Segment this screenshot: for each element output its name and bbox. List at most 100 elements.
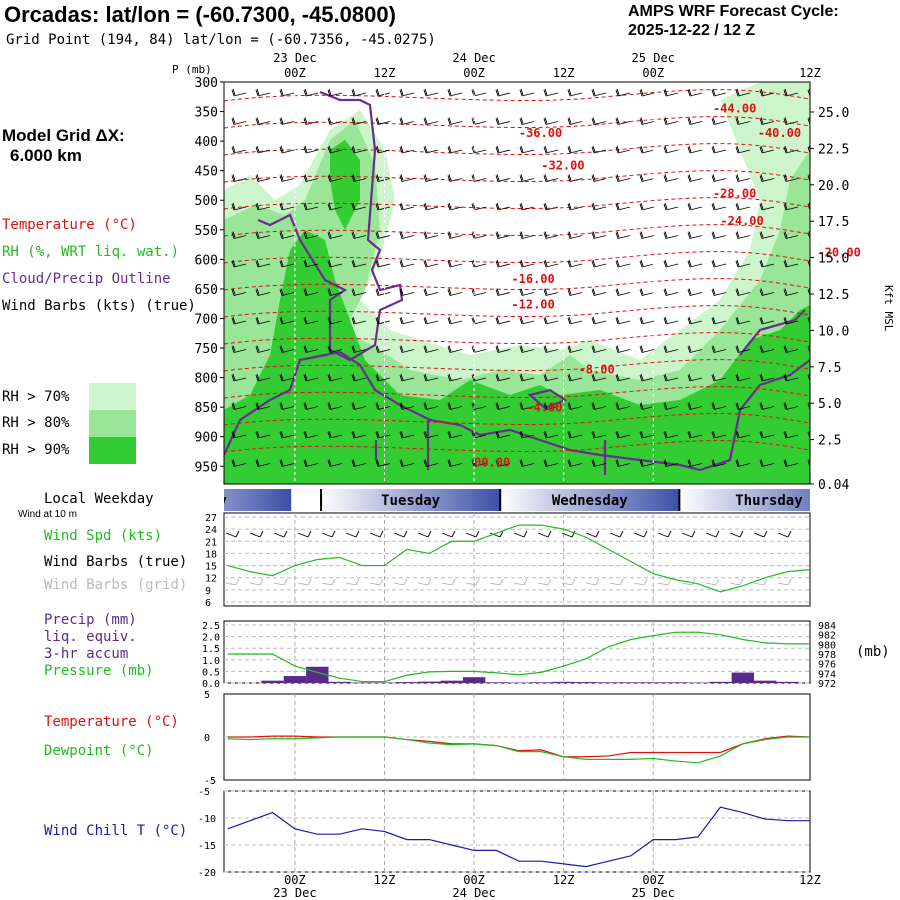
- wind-barb-true: [609, 530, 624, 538]
- wind-barb: [711, 345, 727, 353]
- wind-barb: [303, 402, 319, 410]
- wind-barb: [783, 402, 799, 410]
- precip-bar: [552, 681, 575, 683]
- legend-barbs-grid: Wind Barbs (grid): [44, 577, 188, 593]
- pressure-tick-label: 972: [818, 679, 836, 690]
- wind-barb: [591, 88, 607, 97]
- wind-barb-grid: [489, 578, 504, 586]
- pressure-tick-label: 984: [818, 621, 836, 632]
- height-axis-title: Kft MSL: [882, 285, 895, 332]
- precip-bar: [642, 682, 665, 683]
- wind-barb: [231, 345, 247, 353]
- wind-barb: [687, 145, 703, 154]
- legend-dewpoint: Dewpoint (°C): [44, 743, 154, 759]
- wind-barb: [591, 117, 607, 125]
- wind-barb: [303, 288, 319, 296]
- wind-barb: [423, 402, 439, 410]
- wind-barb-grid: [321, 578, 336, 586]
- wind-speed-line: [227, 524, 811, 593]
- wind-barb: [591, 402, 607, 410]
- wind-barb: [639, 316, 655, 325]
- pressure-tick-label: 500: [195, 194, 218, 209]
- wind-barb: [279, 402, 295, 410]
- wind-barb: [255, 145, 271, 154]
- wind-barb: [255, 345, 271, 353]
- wind-barb-grid: [657, 578, 672, 586]
- wind-barb: [327, 373, 343, 382]
- wind-barb: [495, 259, 511, 268]
- wind-barb: [519, 174, 535, 182]
- wind-barb-true: [729, 530, 744, 538]
- wind-barb: [255, 373, 271, 382]
- height-tick-label: 12.5: [818, 288, 849, 303]
- temperature-isotherm: [224, 413, 810, 426]
- wind-barb: [279, 459, 295, 467]
- precip-bar: [283, 676, 307, 683]
- wind-barb: [423, 459, 439, 467]
- wind-barb: [543, 231, 559, 239]
- wind-tick-label: 6: [205, 598, 211, 609]
- wind-barb: [231, 174, 247, 182]
- top-time-tick: 12Z: [553, 66, 575, 80]
- wind-barb: [447, 373, 463, 382]
- wind-barb: [399, 202, 415, 211]
- bottom-time-tick: 00Z: [284, 873, 306, 887]
- wind-barb: [639, 231, 655, 239]
- height-tick-label: 2.5: [818, 434, 841, 449]
- wind-barb: [399, 345, 415, 353]
- wind-barb: [447, 288, 463, 296]
- wind-barb: [543, 430, 559, 439]
- wind-barb: [279, 316, 295, 325]
- wind-barb: [639, 88, 655, 97]
- wind-barb: [375, 117, 391, 125]
- wind-barb: [519, 402, 535, 410]
- wind-barb-grid: [465, 578, 480, 586]
- wind-barb: [591, 174, 607, 182]
- weekday-bar-group: Monday Tuesday Wednesday Thursday: [224, 489, 810, 511]
- legend-rh80-label: RH > 80%: [2, 415, 70, 431]
- wind-barb: [495, 288, 511, 296]
- wind-barb-grid: [681, 578, 696, 586]
- wind-barb: [615, 373, 631, 382]
- pressure-axis-title: P (mb): [172, 63, 212, 76]
- wind-barb: [399, 373, 415, 382]
- wind-barb: [519, 202, 535, 211]
- precip-bar: [731, 672, 755, 683]
- wind-barb: [639, 202, 655, 211]
- wind-barb: [279, 117, 295, 125]
- legend-rh70-swatch: [89, 383, 136, 410]
- wind-barb: [759, 88, 775, 97]
- precip-bar: [754, 680, 777, 683]
- wind-barb: [279, 174, 295, 182]
- wind-barb: [687, 345, 703, 353]
- bottom-time-tick: 12Z: [799, 873, 821, 887]
- wind-barb: [327, 459, 343, 467]
- wind-barb: [711, 231, 727, 239]
- wind-barb: [711, 117, 727, 125]
- wind-barb: [663, 145, 679, 154]
- cloud-outline: [257, 90, 404, 362]
- temperature-isotherm: [224, 332, 810, 345]
- bottom-date-label: 25 Dec: [632, 886, 675, 900]
- weekday-segment: [679, 489, 810, 511]
- wind-barb: [399, 316, 415, 325]
- temperature-contour-label: -16.00: [511, 272, 554, 286]
- wind-barb: [639, 345, 655, 353]
- wind-barb: [543, 288, 559, 296]
- bottom-time-tick: 00Z: [463, 873, 485, 887]
- precip-tick-label: 1.5: [202, 644, 220, 655]
- wind-barb: [255, 459, 271, 467]
- precip-bar: [574, 682, 598, 683]
- pressure-tick-label: 976: [818, 660, 836, 671]
- wind-barb: [447, 117, 463, 125]
- wind-barb: [615, 402, 631, 410]
- wind-barb: [615, 316, 631, 325]
- forecast-cycle: AMPS WRF Forecast Cycle: 2025-12-22 / 12…: [628, 2, 839, 40]
- wind-barb: [639, 174, 655, 182]
- wind-barb-true: [393, 530, 408, 538]
- wind-barb: [423, 259, 439, 268]
- wind-barb: [279, 430, 295, 439]
- wind-tick-label: 15: [205, 562, 217, 573]
- wind-barb: [639, 459, 655, 467]
- wind-barb: [327, 430, 343, 439]
